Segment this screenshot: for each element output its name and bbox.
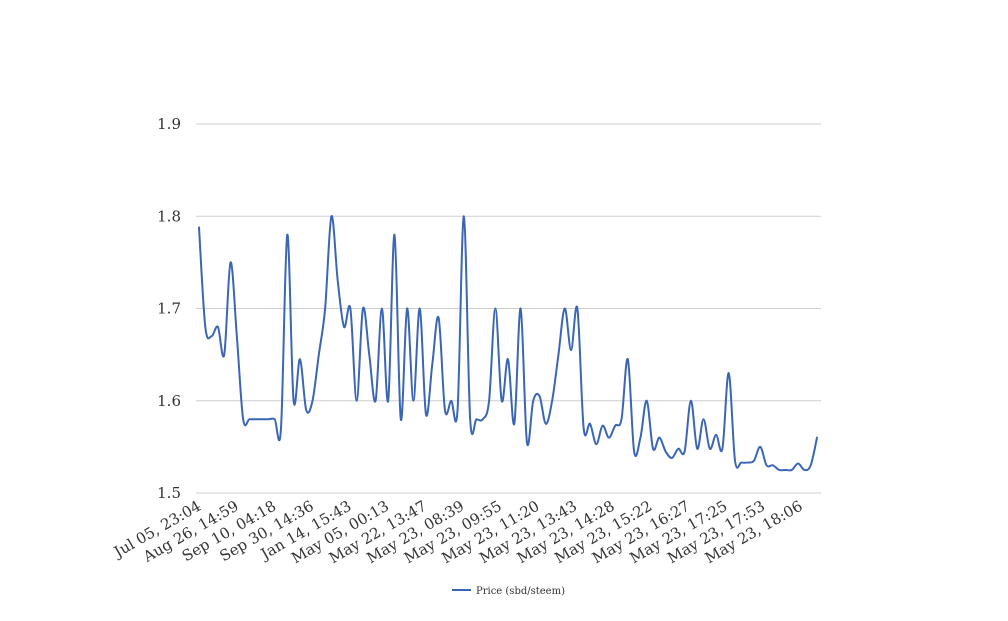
y-tick-label: 1.5: [157, 484, 181, 502]
legend-label: Price (sbd/steem): [476, 586, 565, 597]
y-tick-label: 1.7: [157, 300, 181, 318]
series-layer: [198, 215, 818, 472]
series-line: [198, 215, 818, 472]
y-axis-ticks: 1.5 1.6 1.7 1.8 1.9: [157, 115, 181, 502]
gridlines: [196, 123, 821, 494]
y-tick-label: 1.8: [157, 207, 181, 225]
legend: Price (sbd/steem): [452, 586, 565, 597]
y-tick-label: 1.9: [157, 115, 181, 133]
y-tick-label: 1.6: [157, 392, 181, 410]
